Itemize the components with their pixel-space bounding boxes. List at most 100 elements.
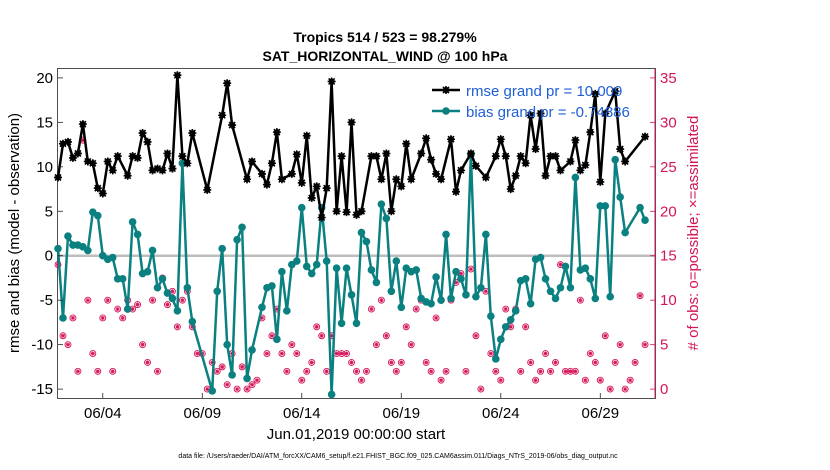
y-right-tick-label: 30 — [660, 114, 677, 131]
obs-count-marker — [263, 350, 271, 357]
legend-bias-swatch-marker — [442, 107, 450, 115]
rmse-point — [581, 161, 590, 170]
rmse-point — [506, 185, 515, 194]
rmse-point — [322, 184, 331, 193]
rmse-point — [641, 132, 650, 141]
obs-count-marker — [422, 358, 430, 366]
bias-point — [641, 216, 649, 224]
rmse-point — [133, 153, 142, 162]
x-tick-label: 06/29 — [582, 405, 620, 422]
bias-series-markers — [54, 150, 649, 399]
rmse-point — [596, 177, 605, 186]
rmse-point — [387, 207, 396, 216]
bias-point — [258, 303, 266, 312]
legend-rmse-label: rmse grand pr = 10.009 — [466, 83, 622, 100]
obs-count-marker — [283, 367, 291, 375]
bias-point — [248, 346, 256, 354]
rmse-point — [113, 152, 122, 161]
bias-point — [347, 291, 356, 299]
obs-count-marker — [313, 323, 321, 331]
rmse-point — [88, 159, 97, 168]
obs-count-marker — [363, 367, 370, 375]
rmse-point — [163, 149, 172, 158]
obs-count-marker — [581, 376, 589, 384]
rmse-point — [541, 171, 550, 180]
obs-count-marker — [437, 376, 445, 384]
data-file-footnote: data file: /Users/raeder/DAI/ATM_forcXX/… — [178, 453, 618, 460]
rmse-point — [78, 120, 87, 129]
bias-point — [362, 237, 371, 246]
bias-point — [337, 319, 346, 328]
rmse-point — [471, 161, 480, 170]
obs-count-marker — [233, 385, 241, 393]
rmse-point — [481, 173, 490, 182]
bias-point — [377, 200, 386, 208]
bias-point — [551, 294, 560, 303]
bias-point — [367, 266, 376, 274]
obs-count-marker — [596, 376, 604, 384]
bias-point — [437, 296, 445, 304]
bias-point — [108, 253, 117, 262]
rmse-point — [422, 134, 431, 143]
obs-count-marker — [74, 367, 82, 375]
obs-count-marker — [442, 367, 450, 375]
rmse-point — [496, 135, 505, 144]
bias-point — [546, 287, 555, 296]
bias-point — [297, 203, 306, 212]
bias-point — [332, 264, 341, 272]
bias-point — [387, 287, 396, 296]
obs-count-marker — [109, 367, 117, 375]
y-axis-left-label: rmse and bias (model - observation) — [6, 113, 23, 353]
bias-point — [173, 307, 182, 315]
bias-point — [616, 193, 624, 201]
x-axis-label: Jun.01,2019 00:00:00 start — [267, 426, 446, 443]
rmse-point — [402, 139, 411, 148]
bias-point — [397, 303, 406, 312]
rmse-point — [317, 213, 326, 222]
obs-count-marker — [412, 305, 420, 313]
obs-count-marker — [163, 301, 171, 309]
bias-point — [123, 305, 132, 313]
rmse-point — [456, 166, 465, 175]
bias-point — [611, 155, 619, 164]
rmse-point — [342, 208, 351, 217]
bias-point — [432, 273, 440, 281]
obs-count-marker — [94, 367, 102, 375]
x-tick-label: 06/24 — [482, 405, 520, 422]
rmse-point — [312, 182, 321, 191]
rmse-point — [586, 128, 595, 137]
rmse-point — [516, 152, 525, 161]
bias-point — [178, 159, 187, 168]
bias-point — [571, 173, 580, 182]
y-left-tick-label: 10 — [36, 159, 53, 176]
bias-point — [352, 319, 361, 328]
bias-point — [233, 235, 241, 244]
obs-count-marker — [377, 296, 385, 304]
rmse-point — [392, 175, 401, 184]
rmse-point — [407, 175, 416, 184]
rmse-point — [536, 109, 545, 118]
obs-count-marker — [641, 341, 649, 349]
bias-point — [511, 307, 520, 315]
bias-point — [556, 283, 565, 292]
obs-count-marker — [492, 367, 500, 375]
obs-count-marker — [104, 296, 112, 304]
rmse-point — [452, 187, 460, 196]
bias-point — [462, 291, 470, 299]
obs-count-marker — [243, 385, 251, 393]
x-axis: 06/04 06/09 06/14 06/19 06/24 06/29 — [84, 393, 619, 422]
obs-count-marker — [591, 358, 599, 366]
rmse-point — [63, 137, 72, 146]
obs-count-marker — [606, 385, 614, 393]
rmse-point — [546, 152, 555, 161]
rmse-point — [447, 135, 456, 144]
obs-count-marker — [616, 341, 624, 349]
x-tick-label: 06/09 — [184, 405, 222, 422]
rmse-point — [327, 77, 336, 86]
bias-point — [541, 275, 550, 283]
rmse-point — [183, 159, 192, 168]
legend-bias-label: bias grand pr = -0.74886 — [466, 104, 630, 121]
rmse-point — [432, 169, 441, 178]
bias-point — [322, 257, 331, 265]
y-left-tick-label: 20 — [36, 70, 53, 87]
